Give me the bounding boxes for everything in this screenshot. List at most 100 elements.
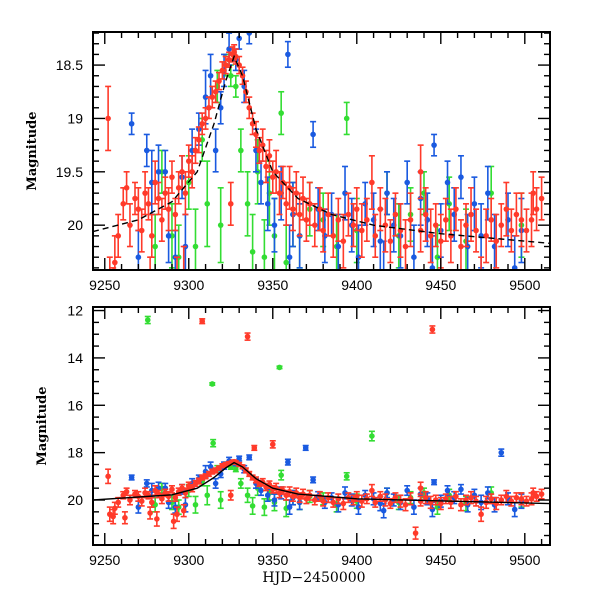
top-red-point: [413, 348, 419, 401]
top-fit-curve: [93, 54, 550, 244]
bottom-red-point: [377, 490, 384, 502]
data-marker: [387, 238, 394, 244]
data-marker: [335, 243, 342, 250]
data-marker: [458, 243, 464, 250]
top-blue-point: [271, 197, 278, 253]
data-marker: [266, 153, 273, 159]
bottom-panel-ticks: 9250 9300 9350 9400 9450 9500 12 14 16 18 20: [67, 303, 550, 568]
top-blue-point: [143, 133, 150, 168]
data-marker: [325, 211, 332, 218]
data-marker: [286, 504, 293, 510]
top-red-point: [498, 203, 505, 248]
data-marker: [174, 511, 180, 518]
top-red-point: [488, 197, 495, 242]
data-marker: [404, 179, 410, 186]
data-marker: [355, 504, 362, 510]
top-red-point: [145, 187, 152, 221]
data-marker: [387, 500, 394, 507]
top-green-point: [204, 160, 211, 248]
bottom-red-point: [126, 494, 133, 506]
top-red-point: [402, 219, 409, 270]
data-marker: [444, 179, 451, 186]
top-red-point: [122, 279, 128, 332]
bottom-panel-fit-line: [93, 461, 550, 505]
x-tick-label: 9400: [341, 277, 372, 293]
top-green-point: [232, 74, 239, 98]
data-marker: [199, 318, 206, 325]
top-red-point: [174, 256, 181, 270]
data-marker: [498, 497, 505, 503]
data-marker: [110, 513, 116, 520]
data-marker: [530, 190, 536, 196]
top-red-point: [397, 203, 404, 258]
top-red-point: [148, 213, 155, 258]
top-red-point: [368, 155, 375, 210]
data-marker: [258, 179, 264, 186]
top-red-point: [407, 192, 414, 248]
top-red-point: [442, 197, 449, 242]
top-panel: 9250 9300 9350 9400 9450 9500 18.5 19 19.5 20 Mag…: [25, 31, 551, 401]
data-marker: [473, 227, 479, 234]
data-marker: [239, 72, 246, 79]
data-marker: [256, 147, 263, 154]
top-red-point: [266, 138, 273, 173]
top-red-point: [283, 181, 290, 226]
data-marker: [172, 211, 179, 218]
x-tick-label: 9400: [341, 552, 372, 568]
bottom-series-green: [144, 315, 525, 518]
bottom-blue-point: [457, 483, 464, 495]
data-marker: [300, 195, 306, 202]
data-marker: [207, 72, 214, 79]
data-marker: [380, 507, 387, 514]
data-marker: [286, 254, 293, 260]
data-marker: [503, 206, 510, 212]
data-marker: [303, 217, 310, 223]
bottom-red-point: [412, 526, 419, 540]
top-red-point: [422, 187, 429, 242]
data-marker: [458, 174, 464, 180]
top-red-point: [202, 106, 209, 130]
data-marker: [171, 318, 177, 324]
bottom-red-point: [530, 487, 537, 499]
data-marker: [271, 222, 278, 228]
data-marker: [192, 243, 199, 250]
data-marker: [407, 217, 414, 223]
data-marker: [417, 485, 424, 491]
bottom-red-point: [147, 506, 154, 520]
top-red-point: [171, 289, 177, 353]
data-marker: [427, 233, 434, 239]
y-tick-label: 18.5: [56, 57, 83, 73]
top-red-point: [209, 85, 216, 109]
data-marker: [207, 464, 214, 470]
data-marker: [233, 466, 239, 473]
data-marker: [369, 433, 375, 439]
bottom-green-point: [244, 487, 251, 504]
bottom-red-point: [368, 483, 375, 498]
data-marker: [202, 94, 209, 100]
data-marker: [143, 147, 150, 154]
bottom-green-point: [278, 469, 285, 481]
x-tick-label: 9500: [509, 552, 540, 568]
data-marker: [112, 259, 118, 266]
data-marker: [162, 190, 169, 196]
data-marker: [432, 497, 439, 503]
data-marker: [431, 479, 437, 486]
top-red-point: [168, 160, 175, 194]
data-marker: [244, 201, 251, 207]
x-tick-label: 9350: [257, 552, 288, 568]
data-marker: [402, 243, 409, 250]
data-marker: [306, 201, 313, 207]
bottom-blue-point: [246, 454, 253, 461]
data-marker: [152, 179, 158, 186]
top-red-point: [478, 256, 485, 270]
data-marker: [364, 217, 370, 223]
data-marker: [172, 494, 179, 501]
data-marker: [189, 169, 195, 175]
data-marker: [271, 497, 278, 503]
data-marker: [518, 217, 525, 223]
data-marker: [330, 499, 337, 506]
data-marker: [128, 474, 135, 481]
bottom-red-point: [105, 468, 112, 485]
data-marker: [162, 169, 169, 175]
top-green-point: [249, 213, 256, 270]
